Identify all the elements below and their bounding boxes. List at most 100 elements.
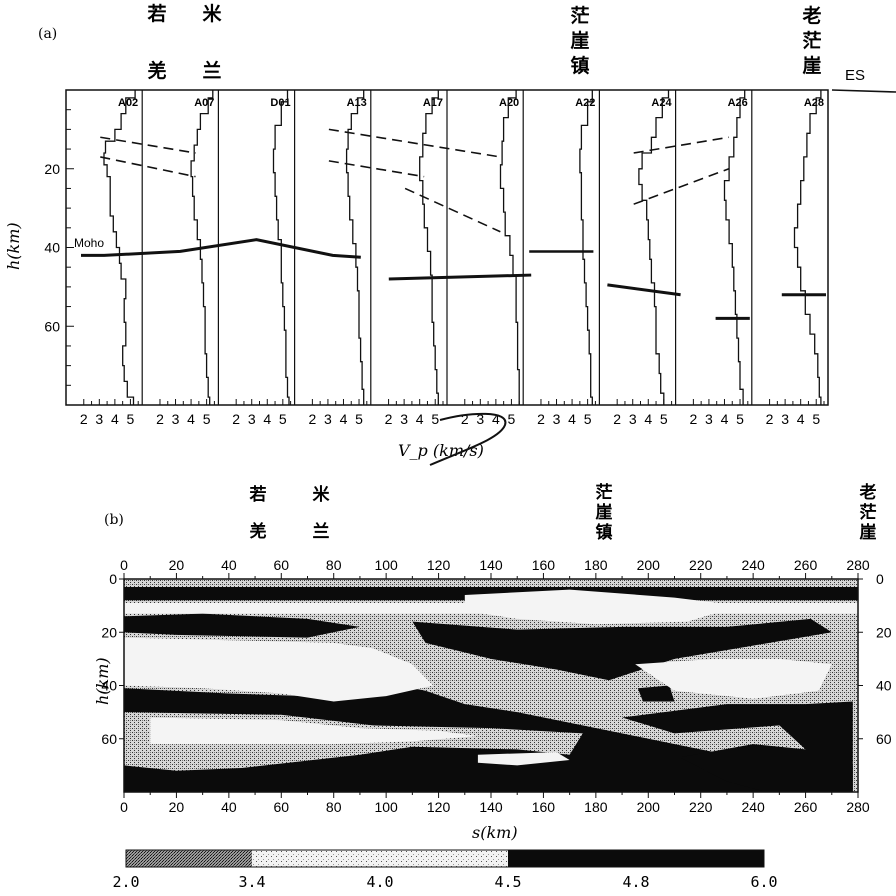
colorbar-tick-label: 2.0 xyxy=(112,873,139,891)
panel-b-place-labels: 若米羌 兰茫崖镇老茫崖 xyxy=(249,482,877,543)
place-label-char: 崖 xyxy=(859,523,877,543)
x-tick-label: 4 xyxy=(797,411,805,427)
y-tick-label-left: 40 xyxy=(101,678,117,694)
dashed-interface xyxy=(328,128,501,158)
x-tick-label: 2 xyxy=(80,411,88,427)
colorbar-tick-label: 6.0 xyxy=(750,873,777,891)
colorbar-band xyxy=(126,850,252,867)
velocity-section xyxy=(124,579,858,792)
colorbar-band xyxy=(508,850,764,867)
dashed-interface xyxy=(633,168,730,205)
colorbar-tick-label: 4.8 xyxy=(622,873,649,891)
panel-a-xlabel: V_p (km/s) xyxy=(398,441,484,460)
y-tick-label: 40 xyxy=(44,240,60,256)
x-tick-label: 2 xyxy=(613,411,621,427)
x-tick-label-top: 60 xyxy=(273,557,289,573)
x-tick-label-bottom: 180 xyxy=(584,799,608,815)
x-tick-label-bottom: 220 xyxy=(689,799,713,815)
x-tick-label-top: 120 xyxy=(427,557,451,573)
x-tick-label: 3 xyxy=(400,411,408,427)
dashed-interface xyxy=(100,156,196,178)
place-label-char: 羌 xyxy=(147,59,166,82)
colorbar-tick-label: 4.0 xyxy=(366,873,393,891)
x-tick-label: 2 xyxy=(156,411,164,427)
x-tick-label-bottom: 200 xyxy=(637,799,661,815)
x-tick-label: 4 xyxy=(568,411,576,427)
x-tick-label: 4 xyxy=(111,411,119,427)
x-tick-label-bottom: 160 xyxy=(532,799,556,815)
panel-b-axes: 0020204040606080801001001201201401401601… xyxy=(101,557,891,815)
x-tick-label: 5 xyxy=(203,411,211,427)
y-tick-label-left: 60 xyxy=(101,731,117,747)
x-tick-label-bottom: 280 xyxy=(846,799,870,815)
colorbar-frame xyxy=(125,849,765,868)
colorbar-tick-label: 3.4 xyxy=(238,873,265,891)
velocity-region xyxy=(464,589,740,625)
place-label-char: 崖 xyxy=(802,54,821,77)
panel-b-xlabel: s(km) xyxy=(472,823,518,842)
x-tick-label: 2 xyxy=(461,411,469,427)
x-tick-label: 5 xyxy=(660,411,668,427)
moho-segments xyxy=(81,238,826,320)
x-tick-label: 2 xyxy=(232,411,240,427)
colorbar-band xyxy=(252,850,508,867)
station-label: A20 xyxy=(499,97,519,109)
x-tick-label: 4 xyxy=(263,411,271,427)
x-tick-label-bottom: 240 xyxy=(741,799,765,815)
x-tick-label: 3 xyxy=(248,411,256,427)
x-tick-label: 5 xyxy=(355,411,363,427)
panel-a-label: (a) xyxy=(38,26,57,42)
station-label: D01 xyxy=(270,97,290,109)
colorbar-tick-label: 4.5 xyxy=(494,873,521,891)
station-label: A17 xyxy=(423,97,443,109)
velocity-profile-A17 xyxy=(419,90,439,405)
y-tick-label-left: 20 xyxy=(101,624,117,640)
velocity-profile-A28 xyxy=(793,90,822,405)
x-tick-label-top: 40 xyxy=(221,557,237,573)
x-tick-label-bottom: 60 xyxy=(273,799,289,815)
scribble-mark xyxy=(429,412,507,466)
place-label-char: 老 xyxy=(859,482,877,503)
x-tick-label: 2 xyxy=(766,411,774,427)
x-tick-label-top: 240 xyxy=(741,557,765,573)
velocity-profile-A20 xyxy=(499,90,520,405)
x-tick-label: 4 xyxy=(187,411,195,427)
x-tick-label-top: 0 xyxy=(120,557,128,573)
x-tick-label: 2 xyxy=(537,411,545,427)
x-tick-label-bottom: 20 xyxy=(169,799,185,815)
place-label-char: 崖 xyxy=(570,29,589,52)
dashed-interface xyxy=(404,187,501,233)
place-label-char: 茫 xyxy=(802,29,821,52)
velocity-region xyxy=(477,752,570,766)
x-tick-label: 5 xyxy=(508,411,516,427)
x-tick-label: 5 xyxy=(736,411,744,427)
velocity-profile-A26 xyxy=(723,90,746,405)
moho-line-central xyxy=(388,273,532,281)
station-label: A26 xyxy=(728,97,748,109)
place-label-char: 若 xyxy=(249,484,267,505)
x-tick-label-bottom: 0 xyxy=(120,799,128,815)
x-tick-label: 5 xyxy=(584,411,592,427)
dashed-interfaces xyxy=(100,128,730,233)
velocity-region xyxy=(622,701,853,792)
velocity-region xyxy=(637,685,675,702)
direction-arrow xyxy=(831,89,896,93)
panel-a-ylabel: h(km) xyxy=(4,222,23,270)
velocity-region xyxy=(124,637,434,702)
x-tick-label: 5 xyxy=(431,411,439,427)
station-label: A28 xyxy=(804,97,824,109)
x-tick-label: 2 xyxy=(689,411,697,427)
x-tick-label: 2 xyxy=(385,411,393,427)
x-tick-label-top: 80 xyxy=(326,557,342,573)
direction-label: ES xyxy=(845,67,865,84)
velocity-profile-A22 xyxy=(579,90,593,405)
moho-line-A24 xyxy=(607,283,681,297)
dashed-interface xyxy=(328,160,425,178)
place-label-char: 若 xyxy=(147,2,166,25)
velocity-profile-D01 xyxy=(272,90,290,405)
place-label-char: 老 xyxy=(802,4,821,27)
velocity-profiles xyxy=(103,90,822,405)
x-tick-label-bottom: 100 xyxy=(374,799,398,815)
panel-b-label: (b) xyxy=(104,512,124,528)
x-tick-label: 4 xyxy=(416,411,424,427)
